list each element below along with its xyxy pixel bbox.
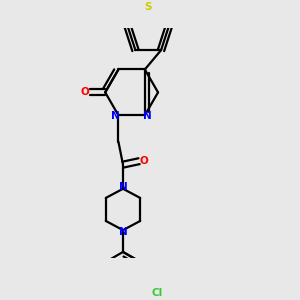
Text: N: N bbox=[111, 111, 120, 122]
Text: N: N bbox=[118, 227, 127, 237]
Text: O: O bbox=[81, 87, 90, 98]
Text: N: N bbox=[118, 182, 127, 192]
Text: S: S bbox=[145, 2, 152, 11]
Text: Cl: Cl bbox=[152, 288, 163, 298]
Text: O: O bbox=[140, 156, 148, 166]
Text: N: N bbox=[143, 111, 152, 122]
